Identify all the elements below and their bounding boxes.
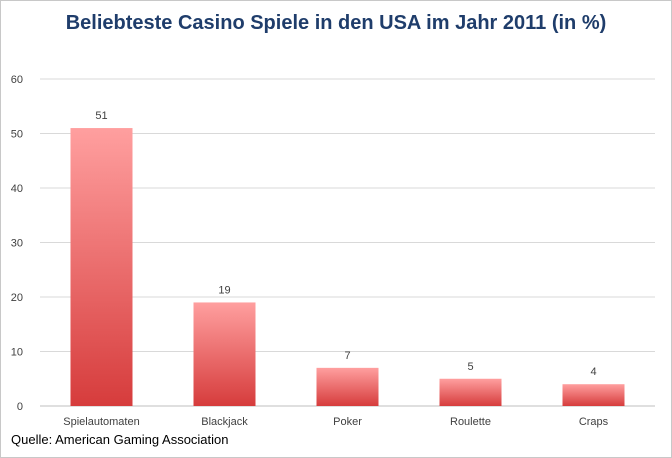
bar — [316, 367, 379, 406]
y-tick-label: 30 — [11, 238, 23, 250]
y-tick-label: 20 — [11, 292, 23, 304]
data-label: 5 — [467, 361, 473, 373]
x-tick-label: Poker — [333, 416, 362, 428]
bar — [439, 378, 502, 406]
bar — [70, 128, 133, 407]
x-tick-label: Roulette — [450, 416, 491, 428]
data-label: 4 — [590, 366, 596, 378]
y-tick-label: 0 — [17, 401, 23, 413]
gridlines — [40, 78, 655, 407]
source-note: Quelle: American Gaming Association — [11, 432, 229, 447]
x-tick-label: Craps — [579, 416, 609, 428]
data-label: 7 — [344, 350, 350, 362]
data-labels: 51 19 7 5 4 — [95, 110, 596, 378]
data-label: 51 — [95, 110, 107, 122]
y-tick-label: 40 — [11, 183, 23, 195]
bar — [562, 384, 625, 406]
y-tick-label: 60 — [11, 74, 23, 86]
y-tick-label: 50 — [11, 129, 23, 141]
data-label: 19 — [218, 284, 230, 296]
x-axis: Spielautomaten Blackjack Poker Roulette Crap… — [63, 416, 608, 428]
bars — [70, 128, 625, 407]
y-tick-label: 10 — [11, 347, 23, 359]
x-tick-label: Spielautomaten — [63, 416, 139, 428]
y-axis: 0 10 20 30 40 50 60 — [11, 74, 23, 413]
x-tick-label: Blackjack — [201, 416, 248, 428]
bar — [193, 302, 256, 406]
chart-title: Beliebteste Casino Spiele in den USA im … — [65, 12, 607, 34]
